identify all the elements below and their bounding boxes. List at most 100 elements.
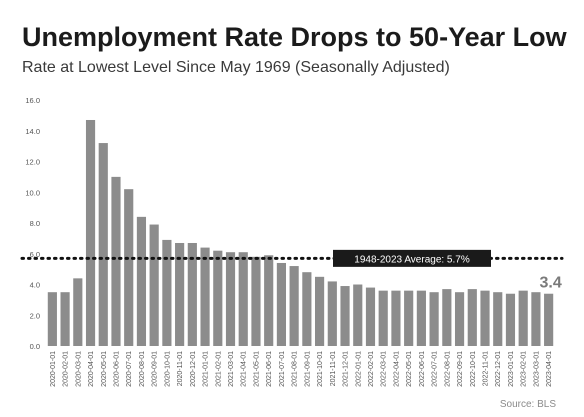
bar (518, 290, 528, 346)
x-tick-label: 2021-05-01 (253, 351, 260, 387)
bar (98, 143, 108, 346)
bar (238, 252, 248, 346)
chart-subtitle: Rate at Lowest Level Since May 1969 (Sea… (22, 59, 450, 76)
bar (429, 292, 439, 346)
reference-line-group: 1948-2023 Average: 5.7% (20, 249, 564, 267)
x-tick-label: 2022-11-01 (483, 351, 490, 386)
y-tick-label: 8.0 (30, 219, 40, 228)
bar (162, 239, 172, 346)
x-tick-label: 2021-07-01 (279, 351, 286, 387)
y-tick-label: 2.0 (30, 311, 40, 320)
x-tick-label: 2022-03-01 (381, 351, 388, 387)
x-tick-label: 2021-08-01 (292, 351, 299, 387)
bar (404, 290, 414, 346)
x-tick-label: 2020-03-01 (75, 351, 82, 387)
bar (340, 286, 350, 346)
y-tick-label: 6.0 (30, 250, 40, 259)
x-tick-label: 2020-02-01 (63, 351, 70, 387)
y-tick-label: 16.0 (25, 96, 40, 105)
bar (136, 216, 147, 346)
bar (467, 289, 477, 346)
x-tick-label: 2020-01-01 (50, 351, 57, 387)
x-tick-label: 2023-03-01 (533, 351, 540, 387)
bar (175, 242, 185, 346)
x-tick-label: 2022-01-01 (355, 351, 362, 387)
x-tick-label: 2020-07-01 (126, 351, 133, 387)
bar (85, 119, 96, 346)
bar (416, 290, 426, 346)
x-tick-label: 2021-04-01 (241, 351, 248, 387)
x-tick-label: 2021-11-01 (330, 351, 337, 386)
bar (365, 287, 376, 346)
bar (480, 290, 490, 346)
bar (73, 278, 83, 346)
bar (251, 256, 261, 346)
bar (213, 250, 223, 346)
x-tick-label: 2021-06-01 (266, 351, 273, 387)
x-tick-label: 2021-02-01 (215, 351, 222, 387)
bar (391, 290, 401, 346)
bars (47, 119, 554, 346)
bar (531, 292, 541, 346)
x-tick-label: 2022-09-01 (457, 351, 464, 387)
x-tick-label: 2022-04-01 (393, 351, 400, 387)
y-tick-label: 14.0 (25, 127, 40, 136)
y-axis: 0.0 2.0 4.0 6.0 8.0 10.0 12.0 14.0 16.0 (25, 96, 40, 351)
x-tick-label: 2021-03-01 (228, 351, 235, 387)
bar (124, 189, 134, 346)
x-tick-label: 2022-08-01 (444, 351, 451, 387)
x-tick-label: 2021-12-01 (343, 351, 350, 387)
chart-title: Unemployment Rate Drops to 50-Year Low (22, 22, 567, 52)
x-tick-label: 2022-06-01 (419, 351, 426, 387)
x-tick-label: 2022-05-01 (406, 351, 413, 387)
x-tick-label: 2023-02-01 (521, 351, 528, 387)
bar (505, 293, 516, 346)
bar (378, 290, 388, 346)
annotation-group: 3.4 (540, 275, 562, 292)
x-tick-label: 2020-12-01 (190, 351, 197, 387)
average-label: 1948-2023 Average: 5.7% (354, 254, 470, 265)
y-tick-label: 4.0 (30, 281, 40, 290)
y-tick-label: 12.0 (25, 158, 40, 167)
x-tick-label: 2020-09-01 (152, 351, 159, 387)
x-tick-label: 2022-12-01 (495, 351, 502, 387)
bar (544, 293, 554, 346)
bar (60, 292, 70, 346)
bar (289, 266, 299, 346)
bar (225, 252, 236, 346)
x-tick-label: 2021-09-01 (304, 351, 311, 387)
last-value-annotation: 3.4 (540, 275, 562, 292)
y-tick-label: 10.0 (25, 188, 40, 197)
y-tick-label: 0.0 (30, 342, 40, 351)
x-tick-label: 2020-05-01 (101, 351, 108, 387)
bar (327, 281, 337, 346)
x-tick-label: 2022-10-01 (470, 351, 477, 387)
bar (302, 272, 312, 346)
x-tick-label: 2023-01-01 (508, 351, 515, 387)
x-tick-label: 2023-04-01 (546, 351, 553, 387)
x-tick-label: 2020-08-01 (139, 351, 146, 387)
x-tick-label: 2022-07-01 (432, 351, 439, 387)
bar (315, 276, 325, 346)
x-tick-label: 2021-10-01 (317, 351, 324, 387)
bar (111, 176, 121, 346)
x-tick-label: 2021-01-01 (203, 351, 210, 387)
bar (47, 292, 57, 346)
bar (149, 224, 159, 346)
x-tick-label: 2020-04-01 (88, 351, 95, 387)
average-label-box (333, 249, 491, 267)
bar (200, 247, 210, 346)
x-tick-label: 2020-10-01 (164, 351, 171, 387)
x-axis: 2020-01-01 2020-02-01 2020-03-01 2020-04-01… (50, 351, 553, 387)
bar (493, 292, 503, 346)
bar (353, 284, 363, 346)
bar (264, 255, 274, 346)
x-tick-label: 2020-11-01 (177, 351, 184, 386)
bar (276, 262, 286, 346)
bar (454, 292, 465, 346)
bar (442, 289, 452, 346)
x-tick-label: 2022-02-01 (368, 351, 375, 387)
x-tick-label: 2020-06-01 (113, 351, 120, 387)
source-note: Source: BLS (499, 399, 556, 410)
